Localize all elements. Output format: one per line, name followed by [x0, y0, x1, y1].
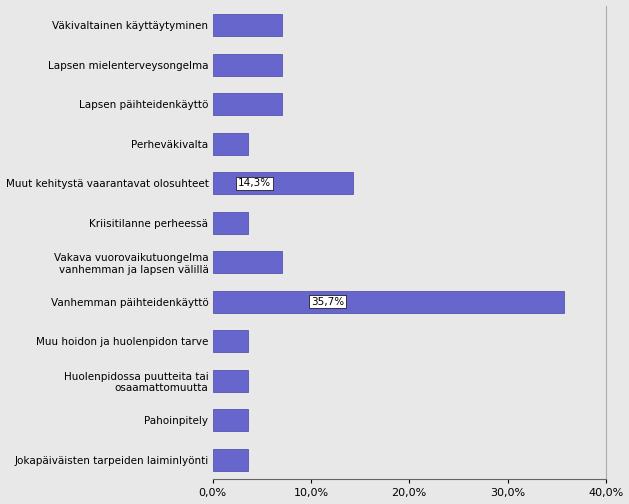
Bar	[213, 449, 248, 471]
Bar	[213, 172, 353, 194]
Text: 14,3%: 14,3%	[238, 178, 271, 188]
Bar	[213, 330, 248, 352]
Bar	[213, 212, 248, 233]
Bar	[213, 133, 248, 155]
Bar	[213, 15, 282, 36]
Bar	[213, 291, 564, 312]
Bar	[213, 370, 248, 392]
Bar	[213, 93, 282, 115]
Text: 35,7%: 35,7%	[311, 297, 344, 307]
Bar	[213, 251, 282, 273]
Bar	[213, 409, 248, 431]
Bar	[213, 54, 282, 76]
